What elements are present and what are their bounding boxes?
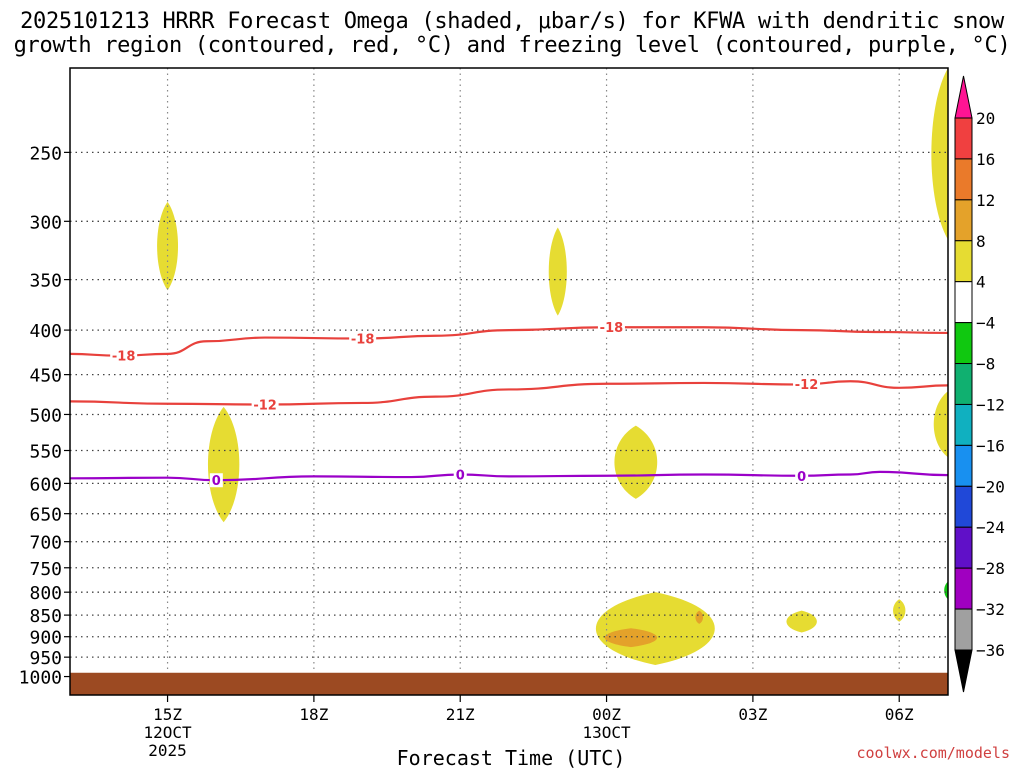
contour-label-bg	[251, 397, 279, 412]
colorbar-segment	[954, 199, 973, 242]
colorbar-bottom-arrow	[954, 649, 973, 693]
contour-label-bg	[795, 468, 809, 483]
chart-title-line-2: growth region (contoured, red, °C) and f…	[13, 33, 1011, 58]
colorbar-label: −8	[976, 355, 995, 374]
contour-label: 0	[212, 474, 221, 489]
y-tick-label: 1000	[19, 668, 62, 689]
terrain-fill	[70, 672, 948, 695]
colorbar: 20 16 12 8 4 −4 −8 −12 −16 −20 −24 −28 −32 −36	[954, 75, 1005, 693]
watermark: coolwx.com/models	[856, 744, 1010, 762]
contour-label: 0	[797, 470, 806, 485]
plot-frame	[69, 67, 949, 696]
grid	[70, 68, 948, 673]
y-tick-label: 650	[29, 505, 62, 526]
contour-label-bg	[110, 348, 138, 363]
colorbar-segment	[954, 117, 973, 160]
contour-label-bg	[209, 473, 223, 488]
chart-title-line-1: 2025101213 HRRR Forecast Omega (shaded, …	[20, 9, 1004, 34]
x-tick-label: 00Z	[592, 705, 621, 724]
colorbar-segment	[954, 526, 973, 569]
colorbar-label: −32	[976, 600, 1005, 619]
omega-region-1	[207, 406, 240, 523]
x-tick-sublabel: 12OCT	[143, 723, 192, 742]
y-tick-label: 450	[29, 366, 62, 387]
contour-label: -18	[351, 333, 375, 348]
y-tick-label: 900	[29, 628, 62, 649]
x-tick-label: 03Z	[738, 705, 767, 724]
y-tick-label: 550	[29, 442, 62, 463]
colorbar-label: −12	[976, 395, 1005, 414]
colorbar-label: 20	[976, 109, 995, 128]
colorbar-label: 8	[976, 232, 986, 251]
y-tick-label: 250	[29, 143, 62, 164]
colorbar-label: −16	[976, 436, 1005, 455]
contour-label: -18	[112, 349, 136, 364]
omega-region-5	[604, 628, 658, 648]
colorbar-segment	[954, 444, 973, 487]
colorbar-label: −24	[976, 518, 1005, 537]
contour-line-1	[69, 380, 949, 406]
colorbar-label: 12	[976, 191, 995, 210]
colorbar-label: −28	[976, 559, 1005, 578]
y-tick-label: 350	[29, 271, 62, 292]
colorbar-segment	[954, 485, 973, 528]
x-tick-sublabel: 2025	[148, 741, 187, 760]
contours: -18 -18 -18 -12 -12 0 0 0	[69, 320, 949, 489]
y-tick-label: 600	[29, 474, 62, 495]
y-tick-label: 950	[29, 648, 62, 669]
x-tick-label: 06Z	[885, 705, 914, 724]
colorbar-label: −36	[976, 641, 1005, 660]
omega-region-9	[931, 68, 948, 240]
x-tick-label: 21Z	[446, 705, 475, 724]
colorbar-label: −4	[976, 314, 995, 333]
contour-label: 0	[456, 468, 465, 483]
y-tick-label: 400	[29, 321, 62, 342]
omega-region-11	[944, 581, 948, 600]
x-axis-label: Forecast Time (UTC)	[396, 746, 626, 770]
colorbar-segment	[954, 608, 973, 651]
y-tick-label: 500	[29, 405, 62, 426]
y-axis: 2503003504004505005506006507007508008509…	[19, 143, 70, 689]
y-tick-label: 700	[29, 533, 62, 554]
omega-region-10	[933, 391, 948, 458]
omega-region-3	[614, 425, 658, 499]
x-tick-sublabel: 13OCT	[582, 723, 631, 742]
contour-line-2	[69, 470, 949, 482]
colorbar-segment	[954, 567, 973, 610]
omega-region-6	[695, 610, 704, 624]
contour-label: -12	[795, 378, 819, 393]
contour-label: -18	[600, 321, 624, 336]
omega-region-0	[157, 201, 179, 291]
y-tick-label: 850	[29, 606, 62, 627]
colorbar-segment	[954, 322, 973, 365]
colorbar-segment	[954, 240, 973, 283]
y-tick-label: 750	[29, 559, 62, 580]
omega-region-2	[548, 227, 567, 316]
colorbar-label: 16	[976, 150, 995, 169]
contour-line-0	[69, 326, 949, 357]
y-tick-label: 300	[29, 212, 62, 233]
contour-label-bg	[597, 320, 625, 335]
contour-label-bg	[349, 331, 377, 346]
contour-label-bg	[453, 467, 467, 482]
omega-region-7	[786, 610, 817, 633]
colorbar-label: 4	[976, 273, 986, 292]
colorbar-label: −20	[976, 477, 1005, 496]
contour-label: -12	[253, 399, 277, 414]
colorbar-segment	[954, 158, 973, 201]
contour-label-bg	[793, 377, 821, 392]
x-tick-label: 15Z	[153, 705, 182, 724]
omega-region-8	[893, 599, 906, 622]
omega-region-4	[595, 592, 715, 666]
colorbar-segment	[954, 363, 973, 405]
x-tick-label: 18Z	[299, 705, 328, 724]
colorbar-top-arrow	[954, 75, 973, 119]
omega-shading	[157, 68, 948, 666]
colorbar-segment	[954, 281, 973, 324]
colorbar-segment	[954, 403, 973, 446]
y-tick-label: 800	[29, 583, 62, 604]
terrain	[70, 672, 948, 695]
